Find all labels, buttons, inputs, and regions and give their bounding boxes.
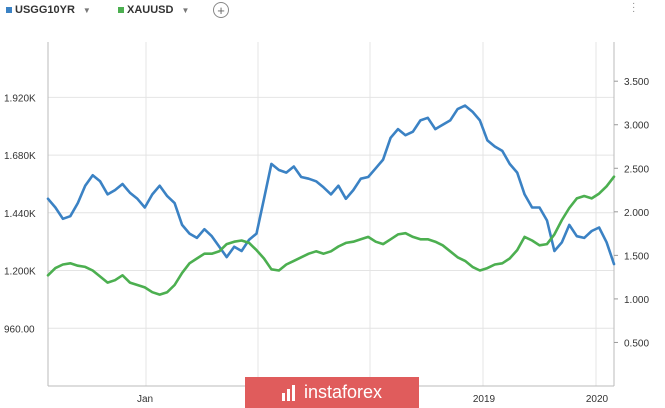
chart-legend: USGG10YR ▼ XAUUSD ▼ + · · ·	[0, 0, 665, 22]
right-tick-label: 0.500	[624, 338, 649, 349]
vertical-dots-icon[interactable]: · · ·	[632, 0, 636, 17]
left-tick-label: 1.200K	[4, 267, 36, 278]
legend-label-usgg10yr: USGG10YR	[15, 4, 75, 16]
x-tick-label: Jan	[137, 394, 153, 405]
x-axis-ticks: Jan 2019 2020	[137, 394, 609, 405]
legend-label-xauusd: XAUUSD	[127, 4, 174, 16]
x-tick-label: 2020	[586, 394, 609, 405]
chart-grid	[48, 42, 614, 386]
chevron-down-icon[interactable]: ▼	[181, 5, 190, 15]
series-line-usgg10yr	[46, 104, 616, 266]
right-axis-ticks: 0.500 1.000 1.500 2.000 2.500 3.000 3.500	[614, 77, 649, 349]
legend-item-usgg10yr[interactable]: USGG10YR ▼	[6, 4, 91, 16]
legend-swatch-green	[118, 7, 124, 13]
right-tick-label: 2.500	[624, 164, 649, 175]
chart-axes	[47, 42, 615, 387]
instaforex-logo-icon	[281, 384, 298, 401]
right-tick-label: 2.000	[624, 208, 649, 219]
x-tick-label: 2019	[473, 394, 496, 405]
right-tick-label: 3.000	[624, 121, 649, 132]
chevron-down-icon[interactable]: ▼	[82, 5, 91, 15]
left-tick-label: 960.00	[4, 324, 35, 335]
instaforex-watermark: instaforex	[245, 377, 419, 408]
add-series-plus-icon[interactable]: +	[213, 2, 229, 18]
right-tick-label: 1.500	[624, 251, 649, 262]
left-tick-label: 1.920K	[4, 93, 36, 104]
series-line-xauusd	[46, 175, 616, 296]
legend-swatch-blue	[6, 7, 12, 13]
chart-lines	[46, 104, 616, 296]
left-tick-label: 1.680K	[4, 151, 36, 162]
watermark-text: instaforex	[303, 382, 383, 402]
right-tick-label: 3.500	[624, 77, 649, 88]
legend-item-xauusd[interactable]: XAUUSD ▼	[118, 4, 189, 16]
right-tick-label: 1.000	[624, 295, 649, 306]
left-axis-ticks: 960.00 1.200K 1.440K 1.680K 1.920K	[4, 93, 36, 335]
left-tick-label: 1.440K	[4, 209, 36, 220]
